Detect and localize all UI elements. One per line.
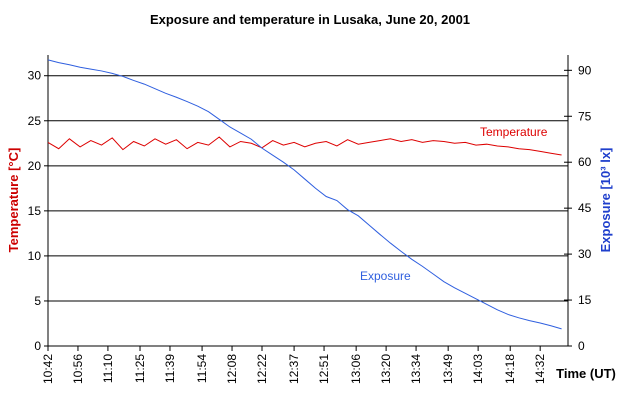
series-line: [47, 59, 562, 330]
y-tick-label: 15: [28, 204, 42, 218]
x-tick-label: 10:56: [71, 354, 85, 384]
series-label: Temperature: [480, 125, 548, 139]
x-tick-label: 12:22: [255, 354, 269, 384]
y2-tick-label: 75: [578, 109, 592, 123]
y2-tick-label: 90: [578, 63, 592, 77]
y2-tick-label: 15: [578, 293, 592, 307]
x-tick-label: 12:37: [287, 354, 301, 384]
x-tick-label: 11:10: [101, 354, 115, 383]
x-tick-label: 13:20: [379, 354, 393, 384]
x-tick-label: 11:54: [195, 354, 209, 383]
y2-tick-label: 0: [578, 339, 585, 353]
y-tick-label: 20: [28, 159, 42, 173]
x-tick-label: 14:03: [471, 354, 485, 384]
x-tick-label: 12:08: [225, 354, 239, 384]
x-tick-label: 12:51: [317, 354, 331, 384]
x-tick-label: 13:49: [441, 354, 455, 384]
y2-axis-label: Exposure [10³ lx]: [598, 148, 613, 253]
y2-tick-label: 60: [578, 155, 592, 169]
series-line: [47, 136, 562, 156]
y-axis-label: Temperature [°C]: [6, 148, 21, 253]
x-tick-label: 10:42: [41, 354, 55, 384]
series-label: Exposure: [360, 269, 411, 283]
x-tick-label: 11:39: [163, 354, 177, 383]
x-tick-label: 14:18: [503, 354, 517, 384]
x-axis-label: Time (UT): [556, 366, 616, 381]
y-tick-label: 5: [34, 294, 41, 308]
chart-title: Exposure and temperature in Lusaka, June…: [150, 12, 470, 27]
x-tick-label: 13:34: [409, 354, 423, 384]
y-tick-label: 30: [28, 69, 42, 83]
y-tick-label: 25: [28, 114, 42, 128]
y-tick-label: 0: [34, 339, 41, 353]
x-tick-label: 14:32: [533, 354, 547, 384]
y2-tick-label: 30: [578, 247, 592, 261]
x-tick-label: 13:06: [349, 354, 363, 384]
x-tick-label: 11:25: [133, 354, 147, 383]
y2-tick-label: 45: [578, 201, 592, 215]
y-tick-label: 10: [28, 249, 42, 263]
